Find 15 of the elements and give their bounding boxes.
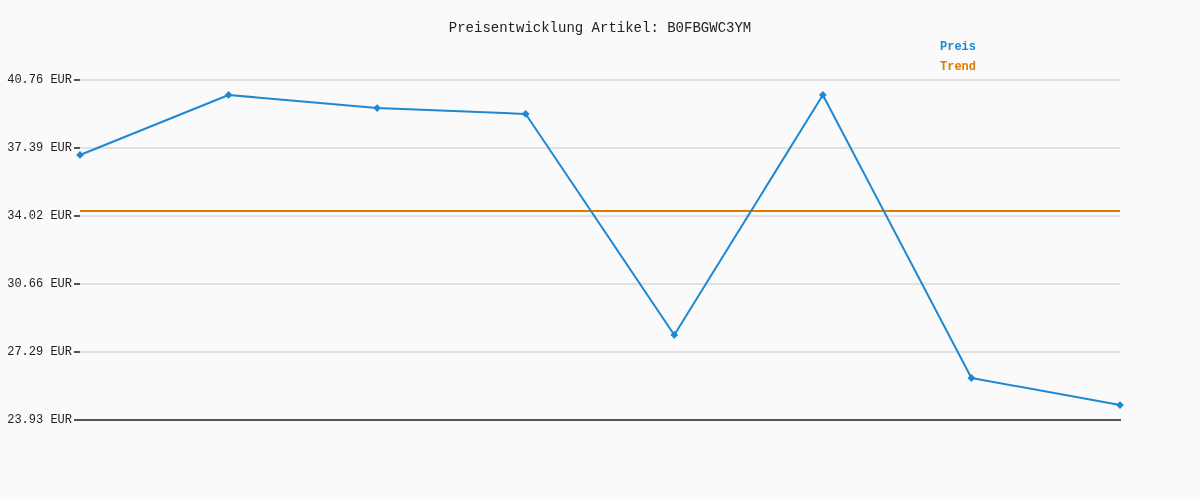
chart-title: Preisentwicklung Artikel: B0FBGWC3YM [448,19,752,36]
y-tick-label: 30.66 EUR [7,277,72,292]
y-tick-label: 23.93 EUR [7,413,72,428]
point [967,374,975,382]
y-tick-label: 40.76 EUR [7,73,72,88]
point [522,110,530,118]
point [225,91,233,99]
y-tick-label: 27.29 EUR [7,345,72,360]
point [373,104,381,112]
y-tick-label: 34.02 EUR [7,209,72,224]
point [819,91,827,99]
text: Trend [940,60,977,75]
text: Preis [940,40,977,55]
point [670,331,678,339]
y-tick-label: 37.39 EUR [7,141,72,156]
